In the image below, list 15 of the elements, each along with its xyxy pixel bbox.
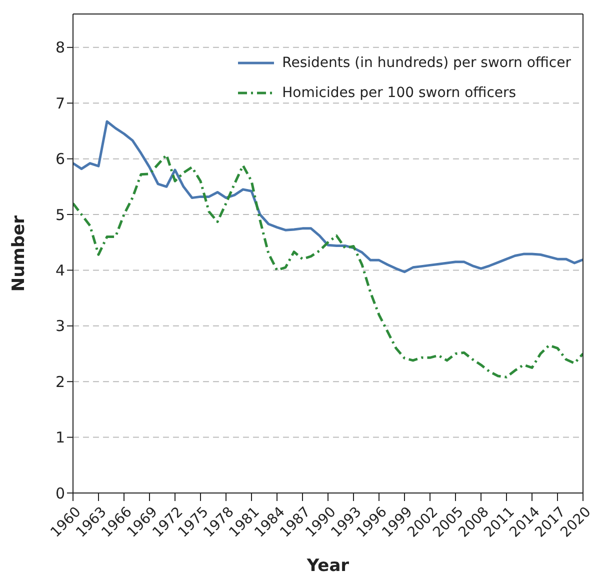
y-tick-label: 6 <box>55 150 65 168</box>
y-axis-title: Number <box>9 214 30 292</box>
y-tick-label: 2 <box>55 372 65 391</box>
y-tick-label: 1 <box>55 428 65 447</box>
line-series <box>73 120 583 274</box>
y-tick-label: 3 <box>55 317 65 336</box>
line-series <box>73 154 583 378</box>
y-tick-label: 7 <box>55 94 65 112</box>
x-axis-title: Year <box>306 556 350 576</box>
legend-label: Residents (in hundreds) per sworn officer <box>282 55 571 71</box>
y-tick-label: 5 <box>55 206 65 224</box>
y-tick-label: 4 <box>55 262 65 280</box>
legend-label: Homicides per 100 sworn officers <box>282 85 516 101</box>
y-tick-label: 8 <box>55 38 65 57</box>
y-tick-label: 0 <box>55 484 65 502</box>
